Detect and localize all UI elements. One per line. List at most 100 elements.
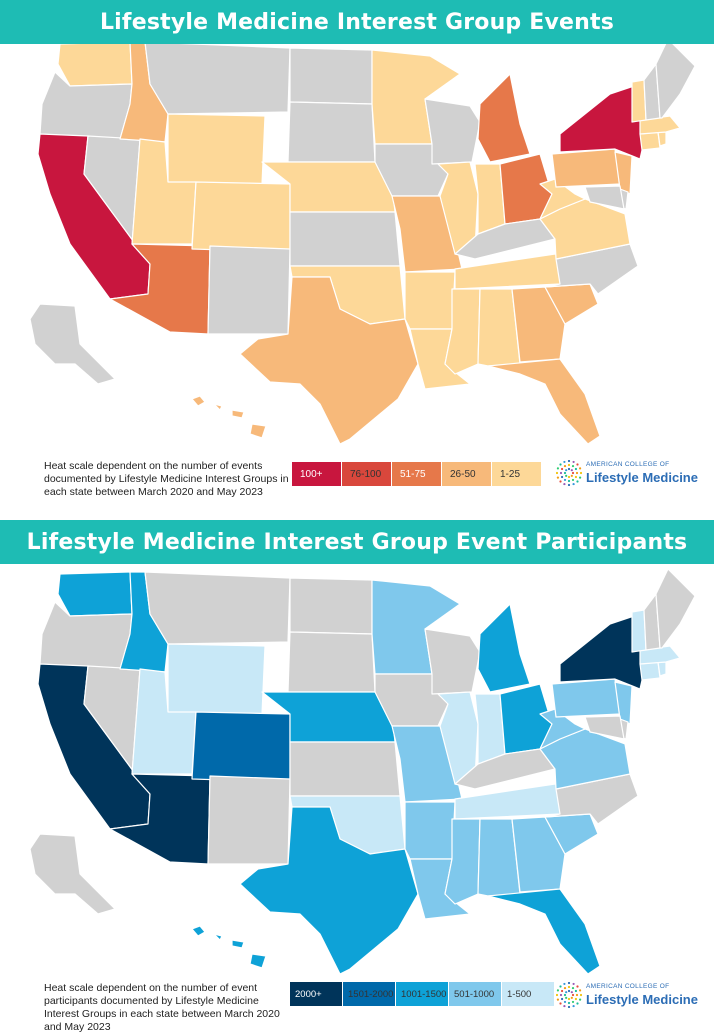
state-nj [614, 151, 633, 195]
state-nd [289, 47, 373, 105]
participants-caption: Heat scale dependent on the number of ev… [44, 982, 280, 1033]
logo-big-text: Lifestyle Medicine [586, 991, 698, 1007]
state-wa [57, 44, 133, 87]
logo-dot [571, 986, 575, 990]
logo-dot [567, 467, 571, 471]
logo-dot [560, 467, 564, 471]
logo-dot [567, 463, 571, 467]
logo-dot [567, 483, 571, 486]
legend-item: 100+ [292, 462, 341, 486]
state-md [584, 715, 625, 740]
state-ar [404, 801, 456, 860]
state-ri [657, 131, 667, 147]
state-pa [551, 148, 621, 188]
acslm-logo-icon [556, 982, 582, 1008]
logo-dot [565, 474, 568, 477]
state-nc [544, 243, 639, 295]
logo-dot [556, 471, 559, 475]
state-me [655, 568, 696, 649]
logo-dot [570, 996, 573, 999]
logo-dot [563, 478, 567, 482]
state-tn [454, 783, 573, 820]
logo-dot [559, 985, 562, 988]
logo-dot [572, 460, 575, 464]
state-ak [29, 833, 116, 915]
acslm-logo: AMERICAN COLLEGE OF Lifestyle Medicine [556, 982, 698, 1008]
logo-dot [574, 989, 578, 993]
state-ga [511, 816, 566, 893]
state-ma [639, 115, 681, 135]
logo-dot [579, 471, 582, 475]
logo-dot [575, 993, 579, 997]
logo-dot [571, 1000, 575, 1004]
logo-dot [567, 985, 571, 989]
state-wi [424, 98, 481, 165]
legend-item: 1001-1500 [396, 982, 448, 1006]
state-wa [57, 571, 133, 617]
legend-item: 1501-2000 [343, 982, 395, 1006]
state-mt [144, 571, 291, 645]
state-ma [639, 645, 681, 665]
logo-dot [575, 471, 579, 475]
logo-dot [567, 460, 571, 463]
participants-map-title: Lifestyle Medicine Interest Group Event … [0, 520, 714, 564]
logo-dot [556, 998, 560, 1001]
logo-dot [572, 482, 575, 486]
legend-item: 51-75 [392, 462, 441, 486]
logo-dot [559, 1002, 562, 1005]
logo-dot [560, 989, 564, 993]
logo-dot [578, 998, 582, 1001]
state-me [655, 44, 696, 119]
participants-legend: 2000+ 1501-2000 1001-1500 501-1000 1-500 [290, 982, 555, 1006]
state-co [191, 711, 291, 783]
state-ct [639, 661, 661, 681]
state-pa [551, 678, 621, 718]
state-ri [657, 661, 667, 677]
logo-dot [570, 469, 573, 472]
events-heat-map [0, 44, 714, 444]
state-fl [487, 888, 601, 975]
state-ak [29, 303, 116, 385]
logo-dot [563, 464, 567, 468]
state-wi [424, 628, 481, 695]
participants-heat-map [0, 564, 714, 984]
state-tx [239, 276, 419, 444]
logo-dot [576, 985, 579, 988]
logo-dot [556, 989, 560, 992]
logo-dot [567, 989, 571, 993]
events-caption: Heat scale dependent on the number of ev… [44, 460, 289, 498]
logo-dot [559, 463, 562, 466]
logo-dot [570, 474, 573, 477]
logo-dot [570, 991, 573, 994]
states-group [29, 44, 696, 444]
state-wy [167, 113, 266, 185]
logo-dot [571, 471, 575, 475]
legend-item: 501-1000 [449, 982, 501, 1006]
logo-dot [560, 997, 564, 1001]
state-co [191, 181, 291, 253]
logo-dot [574, 997, 578, 1001]
legend-item: 76-100 [342, 462, 391, 486]
state-mi [477, 73, 531, 163]
legend-item: 26-50 [442, 462, 491, 486]
state-ct [639, 131, 661, 151]
logo-dot [559, 480, 562, 483]
logo-dot [563, 482, 566, 486]
logo-dot [563, 993, 567, 997]
participants-map-svg [29, 568, 696, 975]
logo-dot [567, 475, 571, 479]
legend-item: 1-500 [502, 982, 554, 1006]
state-sd [287, 631, 376, 693]
state-nj [614, 681, 633, 725]
logo-dot [567, 982, 571, 985]
events-map-svg [29, 44, 696, 444]
state-ks [289, 741, 401, 797]
logo-dot [574, 467, 578, 471]
state-nm [207, 245, 291, 335]
state-nm [207, 775, 291, 865]
logo-dot [571, 993, 575, 997]
logo-dot [565, 996, 568, 999]
acslm-logo: AMERICAN COLLEGE OF Lifestyle Medicine [556, 460, 698, 486]
logo-dot [572, 982, 575, 986]
state-nc [544, 773, 639, 825]
